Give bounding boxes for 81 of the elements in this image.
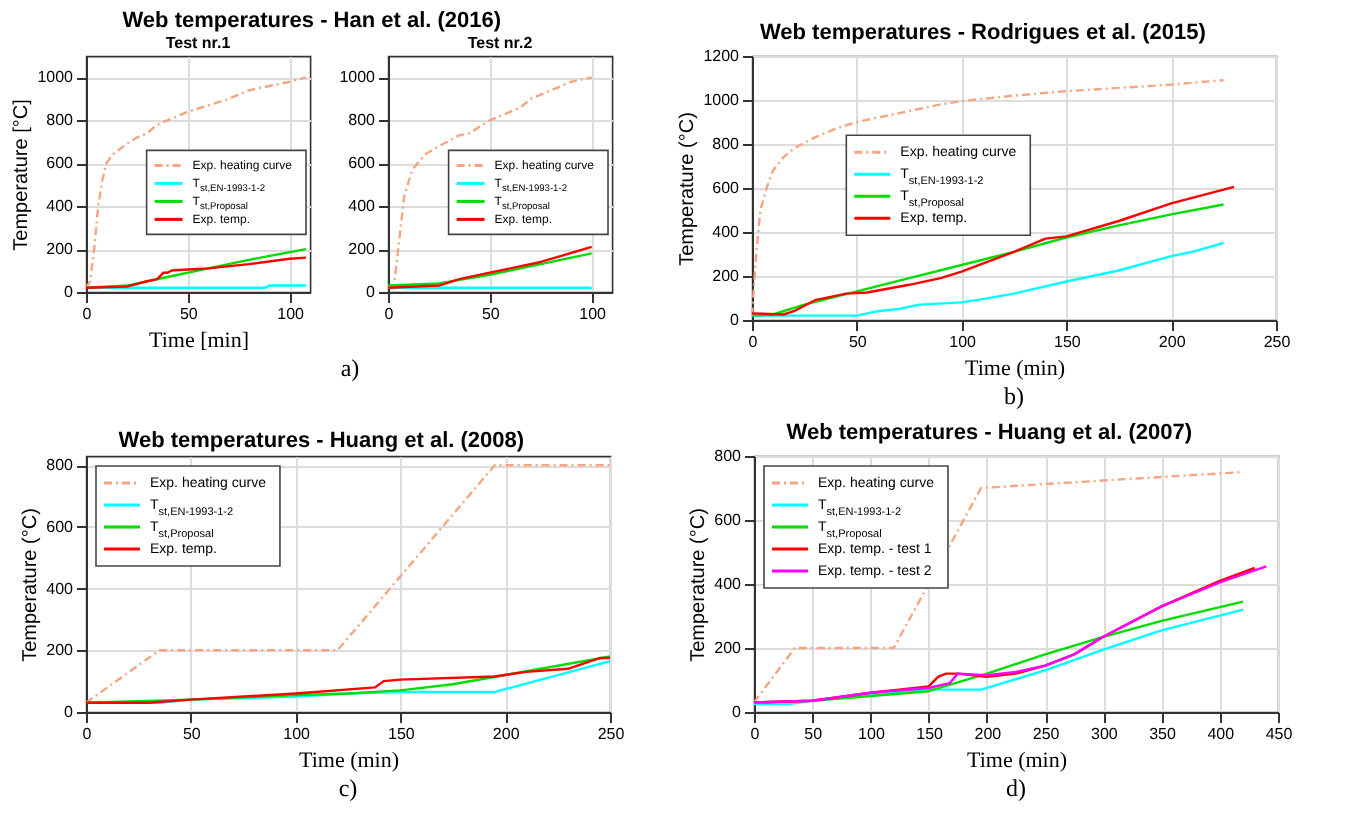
y-tick-label: 200 (46, 641, 75, 660)
chart-title: Web temperatures - Huang et al. (2008) (118, 429, 525, 454)
text: a) (340, 354, 360, 382)
x-tick-label: 0 (82, 725, 93, 743)
y-tick-label: 1000 (339, 68, 377, 87)
y-tick-label: 600 (348, 154, 377, 173)
x-tick-label: 200 (974, 725, 1003, 743)
y-tick-label: 800 (348, 111, 377, 130)
x-tick-label: 100 (949, 333, 978, 351)
y-tick-label: 600 (46, 517, 75, 536)
y-tick-label: 800 (46, 111, 75, 130)
x-tick-label: 100 (579, 305, 608, 323)
chart-subtitle: Test nr.2 (467, 34, 534, 52)
y-tick-label: 800 (712, 135, 741, 153)
y-tick-label: 600 (714, 511, 743, 529)
x-tick-label: 0 (748, 333, 759, 351)
y-tick-label: 800 (714, 447, 743, 465)
y-tick-label: 400 (46, 579, 75, 598)
chart-title: Web temperatures - Han et al. (2016) (122, 9, 502, 34)
x-tick-label: 450 (1265, 725, 1294, 743)
x-tick-label: 50 (481, 305, 501, 323)
x-tick-label: 150 (916, 725, 945, 743)
y-tick-label: 1000 (37, 68, 75, 87)
y-tick-label: 200 (714, 639, 743, 657)
text: c) (338, 774, 358, 802)
line-series (386, 252, 593, 287)
y-tick-label: 0 (64, 703, 75, 721)
y-axis-title: Temperature (°C) (20, 508, 43, 662)
x-tick-label: 0 (750, 725, 761, 743)
x-tick-label: 50 (182, 725, 202, 743)
chart-title: Web temperatures - Huang et al. (2007) (786, 421, 1193, 446)
x-tick-label: 250 (1032, 725, 1061, 743)
y-tick-label: 800 (46, 456, 75, 475)
chart-title: Web temperatures - Rodrigues et al. (2015) (759, 21, 1207, 46)
x-tick-label: 100 (277, 305, 306, 323)
y-tick-label: 0 (366, 283, 377, 301)
line-series (84, 76, 308, 289)
y-tick-label: 200 (712, 267, 741, 285)
x-tick-label: 200 (492, 725, 521, 743)
line-series (752, 470, 1245, 704)
y-axis-title: Temperature (°C) (677, 112, 700, 266)
x-tick-label: 250 (597, 725, 626, 743)
chart-subtitle: Test nr.1 (165, 34, 232, 52)
y-tick-label: 0 (64, 283, 75, 301)
x-axis-title: Time (min) (964, 357, 1066, 381)
x-tick-label: 50 (848, 333, 868, 351)
x-tick-label: 100 (858, 725, 886, 743)
x-axis-title: Time (min) (298, 749, 400, 773)
x-tick-label: 50 (179, 305, 199, 323)
y-axis-title: Temperature [°C] (11, 98, 34, 251)
x-axis-title: Time (min) (966, 749, 1068, 773)
x-tick-label: 50 (804, 725, 824, 743)
y-tick-label: 600 (46, 154, 75, 173)
y-tick-label: 400 (46, 197, 75, 216)
y-tick-label: 1200 (703, 47, 741, 65)
text: d) (1006, 774, 1026, 802)
x-tick-label: 400 (1207, 725, 1236, 743)
y-tick-label: 200 (348, 240, 377, 259)
line-series (84, 256, 308, 289)
x-axis-title: Time [min] (148, 329, 250, 353)
y-tick-label: 1000 (703, 91, 741, 109)
text: b) (1004, 382, 1024, 410)
line-series (750, 185, 1236, 316)
x-tick-label: 350 (1149, 725, 1177, 743)
y-tick-label: 0 (732, 703, 743, 721)
y-axis-title: Temperature (°C) (688, 508, 711, 662)
x-tick-label: 150 (388, 725, 416, 743)
x-tick-label: 0 (82, 305, 93, 323)
line-series (386, 245, 593, 289)
y-tick-label: 200 (46, 240, 75, 259)
x-tick-label: 100 (283, 725, 312, 743)
x-tick-label: 150 (1054, 333, 1082, 351)
x-tick-label: 0 (384, 305, 395, 323)
y-tick-label: 600 (712, 179, 741, 197)
line-series (750, 79, 1225, 317)
x-tick-label: 250 (1263, 333, 1292, 351)
y-tick-label: 400 (714, 575, 743, 593)
x-tick-label: 300 (1090, 725, 1119, 743)
x-tick-label: 200 (1158, 333, 1187, 351)
y-tick-label: 400 (712, 223, 741, 241)
y-tick-label: 400 (348, 197, 377, 216)
